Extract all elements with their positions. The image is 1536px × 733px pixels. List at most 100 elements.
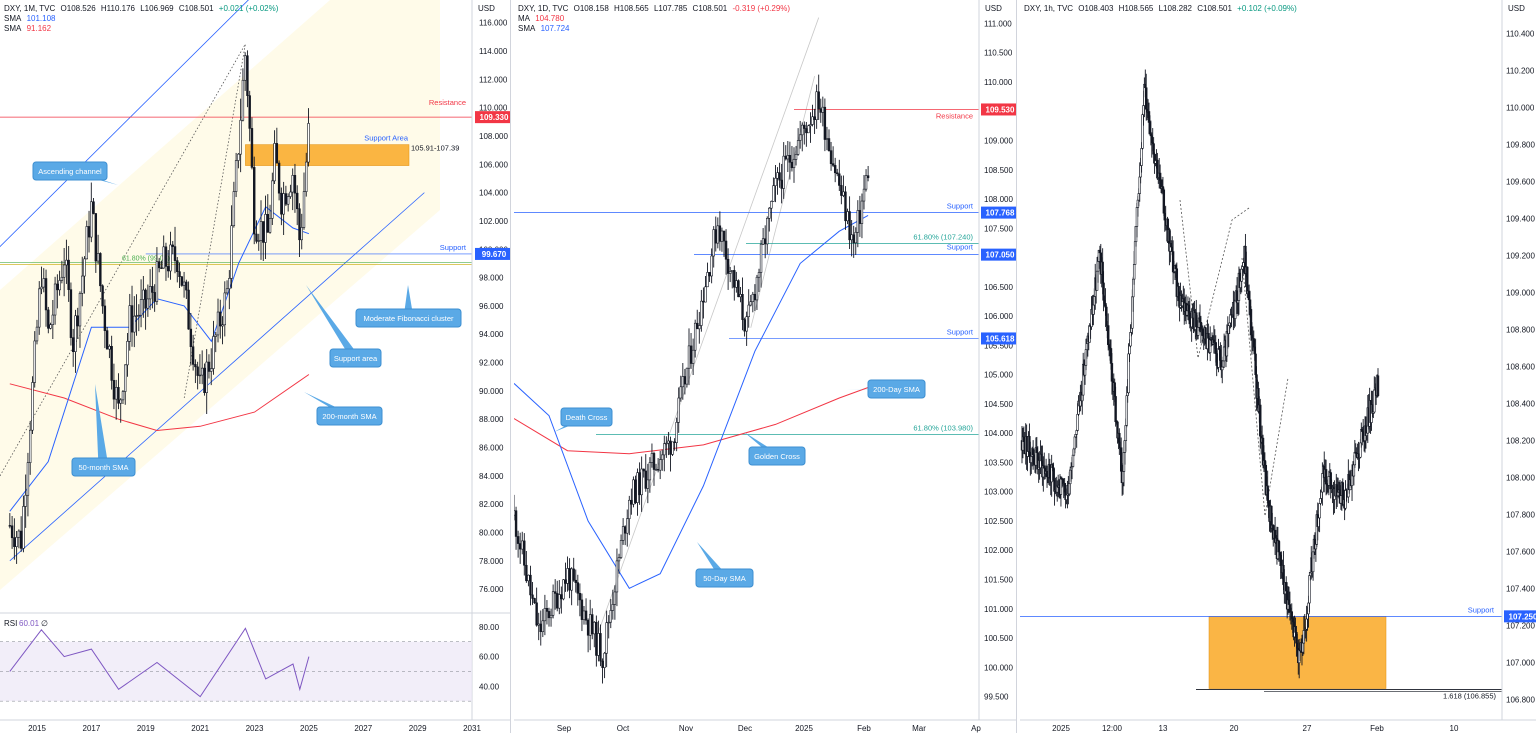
monthly-chart-panel[interactable]: DXY, 1M, TVC O108.526 H110.176 L106.969 … <box>0 0 510 733</box>
swing-pattern-line <box>1241 257 1289 517</box>
panel-divider[interactable] <box>1016 0 1017 733</box>
candle-body <box>661 454 664 460</box>
candle-body <box>864 175 868 190</box>
candle-body <box>632 479 635 505</box>
price-axis-tick: 109.200 <box>1506 251 1535 260</box>
candle-body <box>266 214 269 233</box>
symbol-label[interactable]: DXY, 1h, TVC <box>1024 4 1074 13</box>
candle-body <box>687 345 691 369</box>
candle-body <box>262 221 265 243</box>
callout-death-cross: Death Cross <box>554 407 613 432</box>
candle-body <box>248 95 251 129</box>
indicator-row-ma-red[interactable]: MA 104.780 <box>518 13 567 24</box>
candle-body <box>268 218 272 233</box>
candle-body <box>634 479 637 503</box>
candle-body <box>770 201 773 209</box>
candle-body <box>556 593 559 609</box>
candle-body <box>112 380 116 400</box>
time-axis-tick: 2021 <box>191 724 209 733</box>
candle-body <box>739 294 742 298</box>
price-axis-tick: 94.000 <box>479 330 504 339</box>
price-axis-tick: 108.600 <box>1506 362 1535 371</box>
panel-divider[interactable] <box>510 0 511 733</box>
candle-body <box>778 172 781 181</box>
symbol-label[interactable]: DXY, 1D, TVC <box>518 4 569 13</box>
candle-body <box>139 299 143 316</box>
candle-body <box>673 441 676 443</box>
price-axis-tick: 101.500 <box>984 576 1013 585</box>
candle-body <box>862 188 866 202</box>
candle-body <box>786 155 790 160</box>
callout-box <box>695 568 754 588</box>
candle-body <box>860 200 864 224</box>
candle-body <box>763 238 767 245</box>
candle-body <box>650 453 654 463</box>
candle-body <box>121 391 125 401</box>
candle-body <box>51 314 55 326</box>
price-axis-tick: 112.000 <box>479 75 508 84</box>
candle-body <box>33 340 36 383</box>
callout-golden-cross: Golden Cross <box>744 432 806 466</box>
candle-body <box>1073 436 1077 450</box>
candle-body <box>854 231 857 244</box>
indicator-row-sma-blue[interactable]: SMA 107.724 <box>518 23 573 34</box>
price-axis-tick: 105.500 <box>984 341 1013 350</box>
candle-body <box>580 599 584 620</box>
price-axis-tick: 107.500 <box>984 224 1013 233</box>
indicator-row-sma-red[interactable]: SMA 91.162 <box>4 23 54 34</box>
price-axis-tick: 107.400 <box>1506 585 1535 594</box>
time-axis-tick: 2017 <box>83 724 101 733</box>
candle-body <box>784 155 787 160</box>
candle-body <box>94 213 98 262</box>
candle-body <box>774 177 777 187</box>
candle-body <box>264 214 267 243</box>
support-label: Support <box>1468 605 1495 614</box>
candle-body <box>167 266 170 272</box>
callout-box <box>316 406 383 426</box>
daily-chart-panel[interactable]: DXY, 1D, TVC O108.158 H108.565 L107.785 … <box>514 0 1016 733</box>
time-axis-tick: 13 <box>1159 724 1168 733</box>
candle-body <box>81 275 84 294</box>
ohlc-high: H108.565 <box>614 4 649 13</box>
hourly-chart-svg[interactable]: Support 1.618 (106.855) USD 106.800 107.000 1… <box>1020 0 1536 733</box>
candle-body <box>644 470 647 489</box>
candle-body <box>648 462 652 481</box>
callout-label: 50-month SMA <box>78 463 128 472</box>
candle-body <box>722 230 726 242</box>
price-axis-tick: 98.000 <box>479 274 504 283</box>
price-axis-tick: 104.000 <box>984 429 1013 438</box>
rsi-extra: ∅ <box>41 619 48 628</box>
time-axis-tick: Feb <box>857 724 871 733</box>
price-axis-tick: 84.000 <box>479 472 504 481</box>
price-badge-resistance-text: 109.530 <box>986 105 1015 114</box>
price-axis-tick: 111.000 <box>984 19 1012 28</box>
price-axis-tick: 96.000 <box>479 302 504 311</box>
time-axis-tick: 2027 <box>354 724 372 733</box>
candle-body <box>541 620 545 633</box>
candle-body <box>87 226 91 238</box>
ohlc-change: +0.021 (+0.02%) <box>218 4 279 13</box>
candle-body <box>759 243 763 273</box>
candle-body <box>772 185 775 202</box>
candle-body <box>696 322 699 330</box>
candle-body <box>698 325 701 330</box>
candle-body <box>180 276 184 286</box>
candle-body <box>119 399 122 404</box>
ohlc-close: C108.501 <box>178 4 214 13</box>
candle-body <box>146 298 150 309</box>
candle-body <box>76 315 79 327</box>
time-axis-tick: Nov <box>679 724 693 733</box>
price-badge-support <box>1504 610 1536 623</box>
indicator-row-sma-blue[interactable]: SMA 101.108 <box>4 13 59 24</box>
candle-body <box>667 440 670 444</box>
price-axis-tick: 108.200 <box>1506 437 1535 446</box>
candle-body <box>574 579 577 583</box>
rsi-axis-tick: 60.00 <box>479 653 500 662</box>
symbol-label[interactable]: DXY, 1M, TVC <box>4 4 56 13</box>
fib-107240-label: 61.80% (107.240) <box>913 233 973 242</box>
candle-body <box>92 201 95 214</box>
hourly-chart-panel[interactable]: DXY, 1h, TVC O108.403 H108.565 L108.282 … <box>1020 0 1536 733</box>
price-axis-tick: 108.500 <box>984 166 1013 175</box>
